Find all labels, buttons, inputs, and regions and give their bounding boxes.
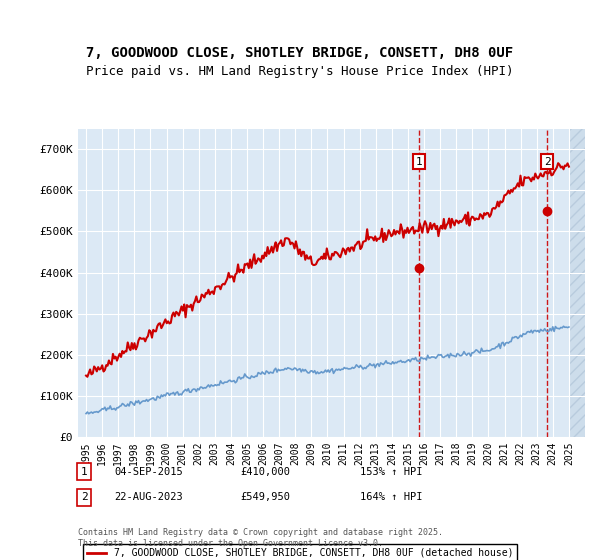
Text: 04-SEP-2015: 04-SEP-2015 [114, 466, 183, 477]
Text: 7, GOODWOOD CLOSE, SHOTLEY BRIDGE, CONSETT, DH8 0UF: 7, GOODWOOD CLOSE, SHOTLEY BRIDGE, CONSE… [86, 46, 514, 60]
Text: £410,000: £410,000 [240, 466, 290, 477]
Text: 164% ↑ HPI: 164% ↑ HPI [360, 492, 422, 502]
Bar [569, 129, 585, 437]
Text: 22-AUG-2023: 22-AUG-2023 [114, 492, 183, 502]
Text: £549,950: £549,950 [240, 492, 290, 502]
Text: 1: 1 [80, 466, 88, 477]
Text: Price paid vs. HM Land Registry's House Price Index (HPI): Price paid vs. HM Land Registry's House … [86, 65, 514, 78]
Text: 153% ↑ HPI: 153% ↑ HPI [360, 466, 422, 477]
Text: 2: 2 [80, 492, 88, 502]
Text: 1: 1 [415, 157, 422, 167]
Text: Contains HM Land Registry data © Crown copyright and database right 2025.
This d: Contains HM Land Registry data © Crown c… [78, 528, 443, 548]
Legend: 7, GOODWOOD CLOSE, SHOTLEY BRIDGE, CONSETT, DH8 0UF (detached house), HPI: Avera: 7, GOODWOOD CLOSE, SHOTLEY BRIDGE, CONSE… [83, 544, 517, 560]
Text: 2: 2 [544, 157, 550, 167]
